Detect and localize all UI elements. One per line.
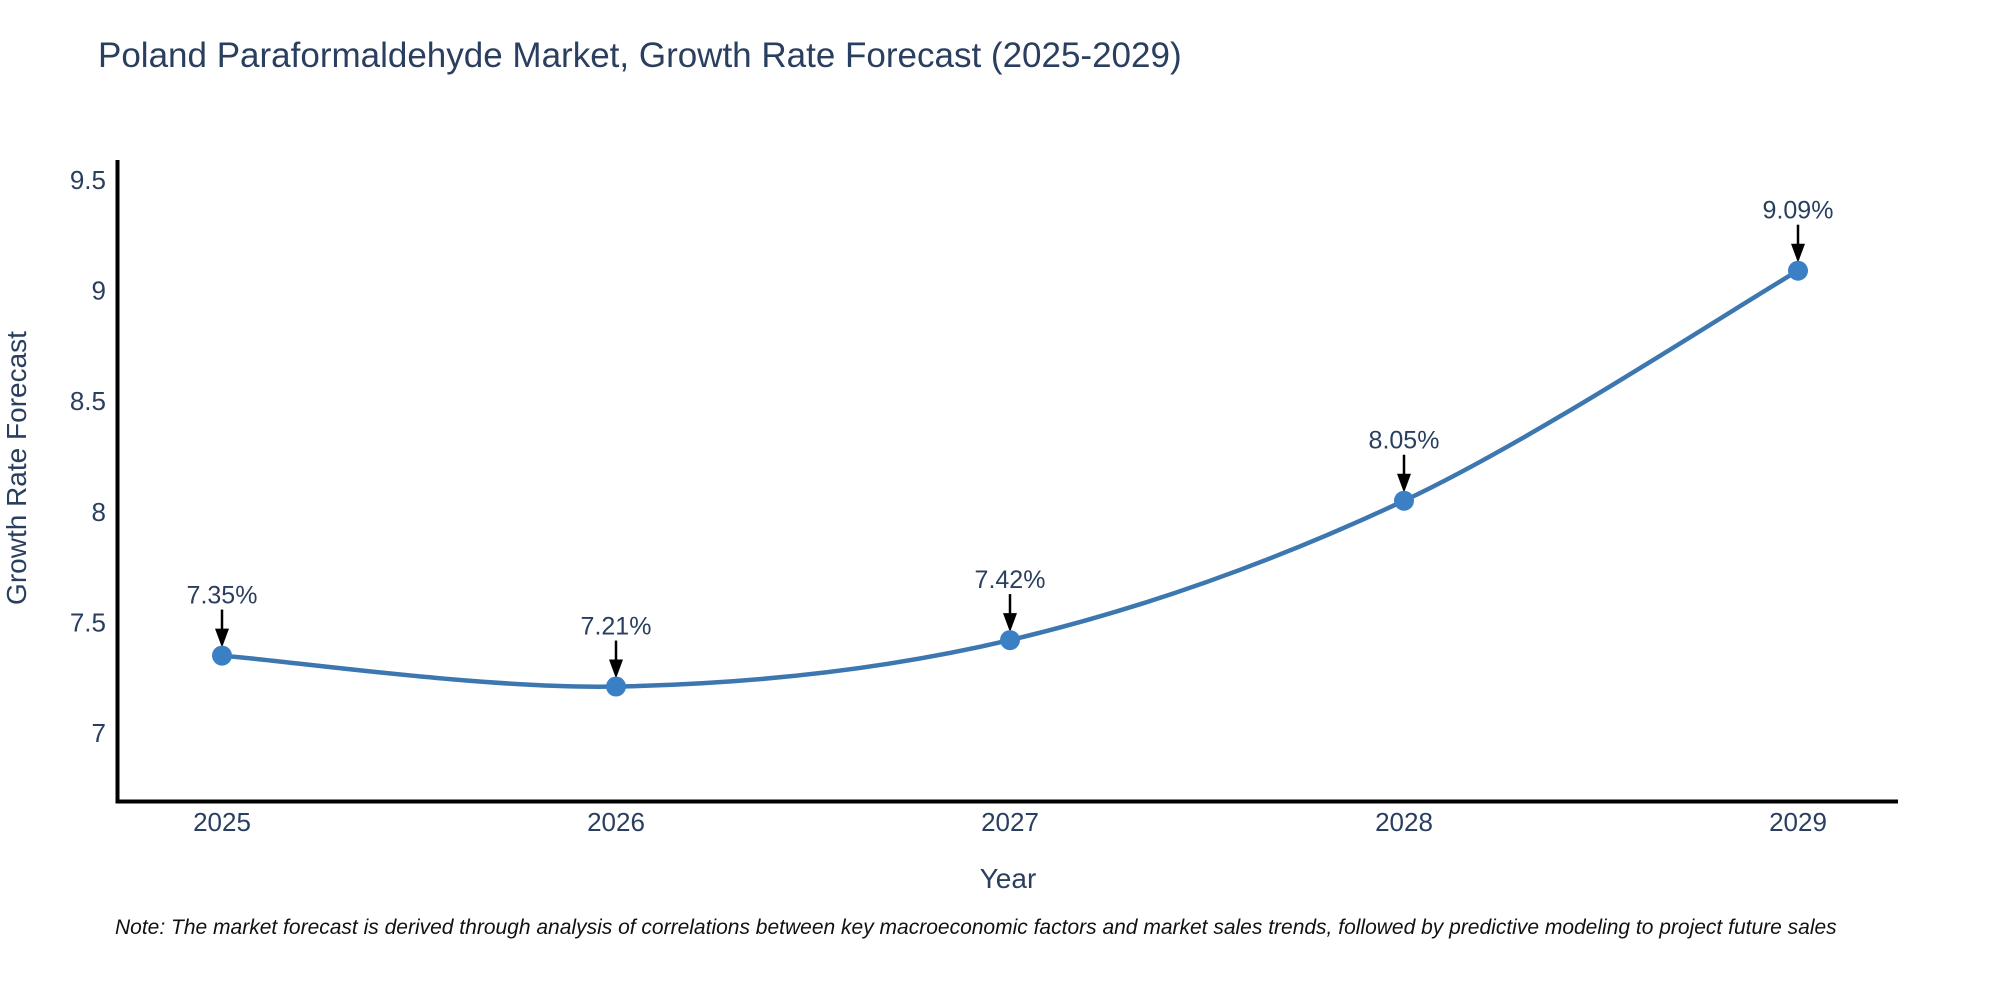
x-tick-label: 2025 [193,807,251,837]
data-point-label: 7.42% [975,566,1046,594]
annotation-arrowhead [1003,613,1017,633]
series-group: 7 7.5 8 8.5 9 9.5 2025 2026 2027 2028 2029 7.35% 7.2… [70,165,1834,837]
x-tick-label: 2028 [1375,807,1433,837]
data-point-marker[interactable] [1788,260,1808,281]
x-tick-label: 2026 [587,807,645,837]
data-point-label: 9.09% [1763,197,1834,225]
y-tick-label: 7 [92,718,106,748]
y-tick-label: 8.5 [70,386,106,416]
annotation-arrowhead [609,659,623,679]
y-tick-label: 7.5 [70,607,106,637]
data-point-label: 8.05% [1369,427,1440,455]
y-axis-title: Growth Rate Forecast [1,331,32,605]
y-tick-label: 8 [92,497,106,527]
y-tick-label: 9 [92,276,106,306]
annotation-arrowhead [1791,243,1805,263]
x-tick-label: 2029 [1769,807,1827,837]
data-point-marker[interactable] [606,676,626,697]
annotation-arrowhead [1397,473,1411,493]
data-point-label: 7.35% [187,582,258,610]
data-point-label: 7.21% [581,613,652,641]
annotation-arrowhead [215,628,229,648]
x-tick-label: 2027 [981,807,1039,837]
y-tick-label: 9.5 [70,165,106,195]
data-point-marker[interactable] [1000,630,1020,651]
chart-title: Poland Paraformaldehyde Market, Growth R… [98,36,1182,75]
footnote: Note: The market forecast is derived thr… [115,916,1837,939]
data-point-marker[interactable] [1394,490,1414,511]
x-axis-title: Year [980,863,1037,894]
data-point-marker[interactable] [212,645,232,666]
